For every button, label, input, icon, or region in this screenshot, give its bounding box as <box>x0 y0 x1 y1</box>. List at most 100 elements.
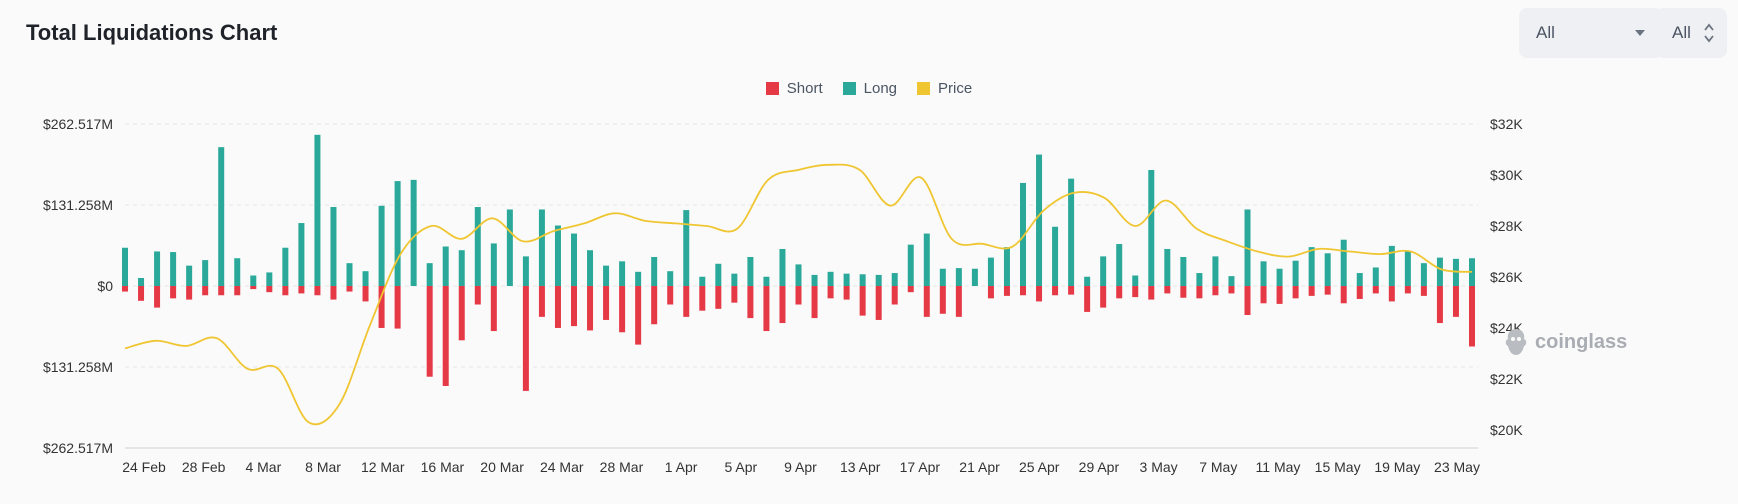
short-bar <box>619 286 626 333</box>
x-tick-label: 16 Mar <box>421 459 465 475</box>
short-bar <box>1180 286 1187 298</box>
short-bar <box>442 286 449 386</box>
long-bars <box>122 134 1475 286</box>
long-bar <box>811 274 818 286</box>
y-right-tick-label: $20K <box>1490 422 1523 438</box>
long-bar <box>410 179 417 286</box>
short-bar <box>266 286 273 293</box>
short-bar <box>394 286 401 329</box>
long-bar <box>554 225 561 286</box>
long-bar <box>1052 226 1059 286</box>
long-bar <box>1084 276 1091 286</box>
interval-value: All <box>1672 23 1691 42</box>
x-tick-label: 11 May <box>1256 459 1301 475</box>
long-bar <box>170 252 177 286</box>
legend-swatch-short <box>765 82 779 95</box>
long-bar <box>1196 273 1203 286</box>
short-bar <box>699 286 706 311</box>
short-bar <box>1196 286 1203 299</box>
long-bar <box>202 260 209 286</box>
long-bar <box>122 247 128 286</box>
long-bar <box>346 263 353 286</box>
short-bar <box>987 286 994 299</box>
long-bar <box>939 268 946 286</box>
short-bar <box>1308 286 1315 296</box>
long-bar <box>635 271 642 286</box>
long-bar <box>1324 253 1331 286</box>
long-bar <box>795 264 802 286</box>
x-tick-label: 17 Apr <box>900 459 941 475</box>
short-bar <box>603 286 610 320</box>
short-bar <box>1084 286 1091 312</box>
legend-item-short[interactable]: Short <box>765 80 823 97</box>
long-bar <box>138 277 145 286</box>
y-left-tick-label: $0 <box>97 278 113 294</box>
long-bar <box>394 181 401 286</box>
short-bar <box>1276 286 1283 304</box>
long-bar <box>651 256 658 286</box>
short-bar <box>683 286 690 317</box>
x-tick-label: 12 Mar <box>361 459 405 475</box>
short-bar <box>1404 286 1411 294</box>
short-bar <box>378 286 385 328</box>
x-tick-label: 20 Mar <box>480 459 524 475</box>
time-range-value: All <box>1536 23 1555 42</box>
x-tick-label: 1 Apr <box>665 459 698 475</box>
long-bar <box>490 243 497 286</box>
legend-item-price[interactable]: Price <box>917 80 972 97</box>
long-bar <box>1420 263 1427 286</box>
short-bar <box>1244 286 1251 316</box>
legend-item-long[interactable]: Long <box>842 80 897 97</box>
y-left-tick-label: $131.258M <box>43 197 113 213</box>
short-bar <box>795 286 802 305</box>
long-bar <box>891 273 898 286</box>
long-bar <box>154 251 161 286</box>
long-bar <box>603 265 610 286</box>
chevron-down-icon <box>1635 30 1645 36</box>
y-axis-left: $262.517M $131.258M $0 $131.258M $262.517M <box>43 116 113 456</box>
short-bar <box>1420 286 1427 296</box>
long-bar <box>266 272 273 286</box>
short-bar <box>731 286 738 303</box>
short-bar <box>1436 286 1443 324</box>
long-bar <box>186 265 193 286</box>
long-bar <box>1116 244 1123 286</box>
long-bar <box>234 258 241 286</box>
interval-select[interactable]: All <box>1655 8 1727 58</box>
long-bar <box>971 268 978 286</box>
short-bar <box>891 286 898 305</box>
short-bar <box>330 286 337 300</box>
short-bar <box>554 286 561 328</box>
long-bar <box>1308 247 1315 286</box>
time-range-select[interactable]: All <box>1519 8 1663 58</box>
long-bar <box>827 271 834 286</box>
long-bar <box>907 244 914 286</box>
long-bar <box>1020 182 1026 286</box>
short-bar <box>635 286 642 345</box>
long-bar <box>522 256 529 286</box>
short-bar <box>1100 286 1107 308</box>
short-bar <box>1036 286 1043 302</box>
long-bar <box>314 134 321 286</box>
y-right-tick-label: $22K <box>1490 371 1523 387</box>
short-bar <box>202 286 209 296</box>
long-bar <box>1212 256 1219 286</box>
legend-label-price: Price <box>938 80 973 97</box>
short-bar <box>282 286 289 296</box>
long-bar <box>1132 275 1139 286</box>
long-bar <box>1180 256 1187 286</box>
long-bar <box>218 147 225 286</box>
long-bar <box>667 271 674 286</box>
legend-swatch-long <box>842 82 856 95</box>
short-bar <box>426 286 433 377</box>
short-bar <box>923 286 930 317</box>
x-tick-label: 15 May <box>1315 459 1361 475</box>
long-bar <box>1003 247 1010 286</box>
legend-swatch-price <box>917 82 931 95</box>
long-bar <box>298 223 305 286</box>
short-bar <box>170 286 177 299</box>
long-bar <box>747 256 754 286</box>
short-bar <box>1116 286 1123 299</box>
short-bar <box>1388 286 1395 302</box>
